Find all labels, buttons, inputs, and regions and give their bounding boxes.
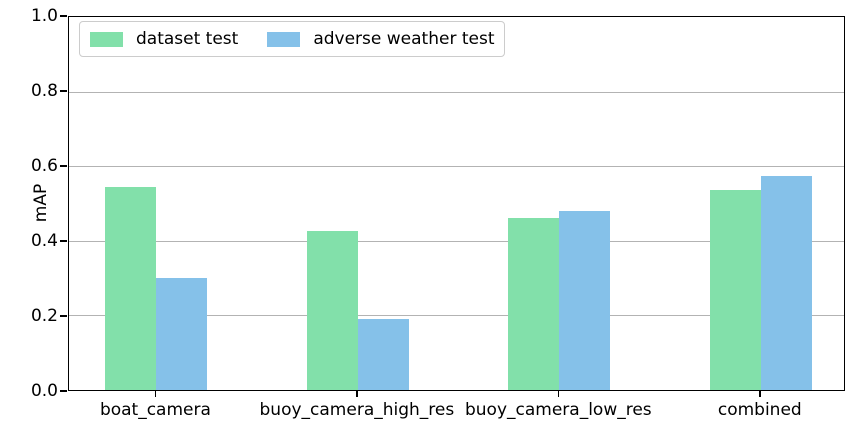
gridline-0.4 [69,240,844,242]
gridline-0.2 [69,315,844,317]
legend-swatch-green [90,31,123,47]
bar-combined-dataset-test [709,190,761,390]
legend-label-adverse-weather-test: adverse weather test [313,29,495,49]
x-tick-mark-combined [759,391,761,397]
gridline-0.6 [69,166,844,168]
x-tick-label-buoy_camera_low_res: buoy_camera_low_res [464,400,652,420]
y-tick-mark-1.0 [60,15,67,17]
bar-buoy_camera_low_res-adverse-weather-test [559,210,611,390]
y-tick-mark-0.2 [60,315,67,317]
y-tick-mark-0.8 [60,90,67,92]
y-tick-label-0.4: 0.4 [30,231,58,251]
bar-combined-adverse-weather-test [760,175,812,390]
bar-buoy_camera_low_res-dataset-test [508,218,560,390]
gridline-0.8 [69,91,844,93]
x-tick-label-boat_camera: boat_camera [99,400,211,420]
y-tick-mark-0.0 [60,390,67,392]
legend: dataset test adverse weather test [79,21,506,57]
y-tick-label-0.8: 0.8 [30,81,58,101]
bar-buoy_camera_high_res-dataset-test [306,231,358,390]
bar-boat_camera-dataset-test [105,186,157,390]
y-tick-label-1.0: 1.0 [30,6,58,26]
x-tick-mark-buoy_camera_low_res [557,391,560,397]
y-tick-label-0.0: 0.0 [30,381,58,401]
legend-item-adverse-weather-test: adverse weather test [267,28,494,50]
bar-buoy_camera_high_res-adverse-weather-test [357,319,409,390]
y-tick-label-0.2: 0.2 [30,306,58,326]
y-tick-mark-0.4 [60,240,67,242]
y-tick-label-0.6: 0.6 [30,156,58,176]
y-tick-mark-0.6 [60,165,67,167]
y-axis-label: mAP [31,183,51,223]
plot-area: dataset test adverse weather test [68,16,845,391]
legend-item-dataset-test: dataset test [90,28,238,50]
legend-label-dataset-test: dataset test [136,29,239,49]
x-tick-label-combined: combined [717,400,802,420]
legend-swatch-blue [267,31,301,47]
bar-boat_camera-adverse-weather-test [156,278,208,390]
x-tick-mark-buoy_camera_high_res [356,391,358,397]
x-tick-mark-boat_camera [154,391,157,397]
x-tick-label-buoy_camera_high_res: buoy_camera_high_res [259,400,455,420]
